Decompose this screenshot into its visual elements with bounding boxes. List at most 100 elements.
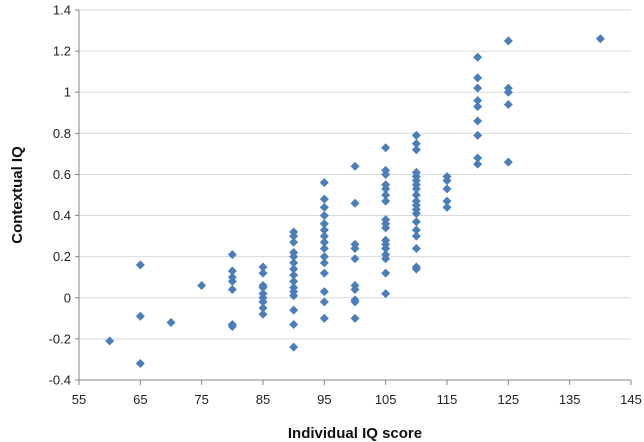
data-point	[319, 219, 329, 229]
data-point	[135, 311, 145, 321]
data-point	[411, 225, 421, 235]
data-point	[411, 190, 421, 200]
data-point	[258, 283, 268, 292]
data-point	[473, 102, 483, 112]
x-tick-label: 95	[317, 392, 331, 407]
data-point	[411, 209, 421, 218]
data-point	[289, 258, 299, 268]
y-tick-label: 1.4	[53, 3, 71, 18]
x-axis-title: Individual IQ score	[288, 425, 422, 442]
data-point	[319, 287, 329, 297]
data-point	[258, 309, 268, 319]
x-tick-label: 145	[620, 392, 642, 407]
y-tick-label: -0.4	[49, 373, 71, 388]
data-point	[381, 289, 391, 299]
data-point	[227, 322, 237, 332]
data-point	[197, 280, 207, 290]
data-point	[319, 258, 329, 268]
gridlines	[79, 9, 631, 340]
data-point	[411, 231, 421, 241]
data-point	[350, 285, 360, 295]
data-point	[503, 87, 513, 97]
data-point	[442, 202, 452, 212]
data-point	[381, 143, 391, 153]
y-tick-label: 0.2	[53, 249, 71, 264]
data-point	[289, 291, 299, 301]
data-point	[227, 250, 237, 260]
data-point	[227, 266, 237, 276]
data-point	[381, 223, 391, 233]
data-point	[411, 243, 421, 253]
x-tick-label: 125	[497, 392, 519, 407]
data-point	[442, 196, 452, 206]
data-point	[319, 194, 329, 204]
data-point	[289, 342, 299, 352]
data-point	[442, 176, 452, 186]
x-tick-label: 85	[256, 392, 270, 407]
axes	[75, 9, 632, 385]
data-point	[289, 276, 299, 286]
data-point	[258, 262, 268, 272]
data-point	[319, 297, 329, 307]
data-point	[381, 190, 391, 200]
x-tick-label: 115	[437, 392, 458, 407]
data-point	[411, 139, 421, 149]
data-point	[135, 359, 145, 369]
data-point	[350, 161, 360, 171]
data-point	[473, 159, 483, 169]
data-point	[319, 225, 329, 235]
data-point	[350, 243, 360, 253]
data-points	[105, 34, 605, 369]
data-point	[319, 313, 329, 323]
data-point	[381, 243, 391, 253]
x-tick-label: 135	[559, 392, 581, 407]
data-point	[595, 34, 605, 44]
data-point	[289, 231, 299, 241]
data-point	[411, 264, 421, 274]
data-point	[503, 157, 513, 167]
data-point	[258, 268, 268, 278]
data-point	[473, 83, 483, 93]
data-point	[289, 237, 299, 247]
data-point	[503, 36, 513, 46]
data-point	[319, 211, 329, 221]
x-tick-label: 55	[72, 392, 86, 407]
data-point	[473, 116, 483, 126]
data-point	[289, 252, 299, 262]
x-tick-label: 105	[375, 392, 397, 407]
data-point	[289, 305, 299, 315]
data-point	[350, 254, 360, 264]
data-point	[381, 169, 391, 179]
data-point	[411, 130, 421, 140]
data-point	[350, 198, 360, 208]
data-point	[319, 268, 329, 278]
data-point	[473, 73, 483, 83]
data-point	[411, 217, 421, 227]
y-tick-label: 0	[64, 290, 71, 305]
data-point	[411, 145, 421, 155]
data-point	[166, 317, 176, 327]
data-point	[442, 184, 452, 194]
data-point	[227, 285, 237, 295]
y-tick-label: -0.2	[49, 331, 71, 346]
data-point	[319, 178, 329, 188]
data-point	[381, 268, 391, 278]
y-tick-label: 1	[64, 85, 71, 100]
data-point	[381, 184, 391, 194]
data-point	[319, 231, 329, 241]
data-point	[319, 243, 329, 253]
data-point	[258, 303, 268, 313]
data-point	[473, 52, 483, 62]
data-point	[289, 320, 299, 329]
data-point	[350, 313, 360, 323]
data-point	[473, 130, 483, 140]
data-point	[319, 252, 329, 262]
y-tick-label: 1.2	[53, 44, 71, 59]
data-point	[350, 297, 360, 307]
tick-labels: -0.4 -0.2 0 0.2 0.4 0.6 0.8 1 1.2 1.4 55 65 75 85 95 10…	[49, 3, 642, 408]
data-point	[289, 264, 299, 274]
x-tick-label: 65	[133, 392, 147, 407]
data-point	[135, 260, 145, 270]
y-axis-title: Contextual IQ	[9, 146, 26, 244]
